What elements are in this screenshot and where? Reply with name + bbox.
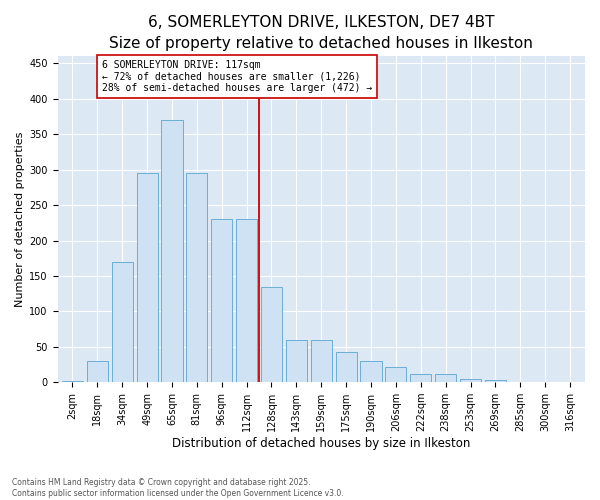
Bar	[385, 366, 406, 382]
Bar	[261, 286, 282, 382]
Bar	[112, 262, 133, 382]
Bar	[361, 361, 382, 382]
Bar	[460, 378, 481, 382]
Text: 6 SOMERLEYTON DRIVE: 117sqm
← 72% of detached houses are smaller (1,226)
28% of : 6 SOMERLEYTON DRIVE: 117sqm ← 72% of det…	[103, 60, 373, 93]
Bar	[485, 380, 506, 382]
Bar	[311, 340, 332, 382]
Bar	[87, 361, 108, 382]
Bar	[236, 220, 257, 382]
Bar	[211, 220, 232, 382]
Text: Contains HM Land Registry data © Crown copyright and database right 2025.
Contai: Contains HM Land Registry data © Crown c…	[12, 478, 344, 498]
Bar	[161, 120, 182, 382]
Y-axis label: Number of detached properties: Number of detached properties	[15, 132, 25, 307]
Bar	[186, 173, 208, 382]
Bar	[435, 374, 456, 382]
X-axis label: Distribution of detached houses by size in Ilkeston: Distribution of detached houses by size …	[172, 437, 470, 450]
Bar	[286, 340, 307, 382]
Bar	[137, 173, 158, 382]
Bar	[62, 381, 83, 382]
Bar	[410, 374, 431, 382]
Title: 6, SOMERLEYTON DRIVE, ILKESTON, DE7 4BT
Size of property relative to detached ho: 6, SOMERLEYTON DRIVE, ILKESTON, DE7 4BT …	[109, 15, 533, 51]
Bar	[335, 352, 357, 382]
